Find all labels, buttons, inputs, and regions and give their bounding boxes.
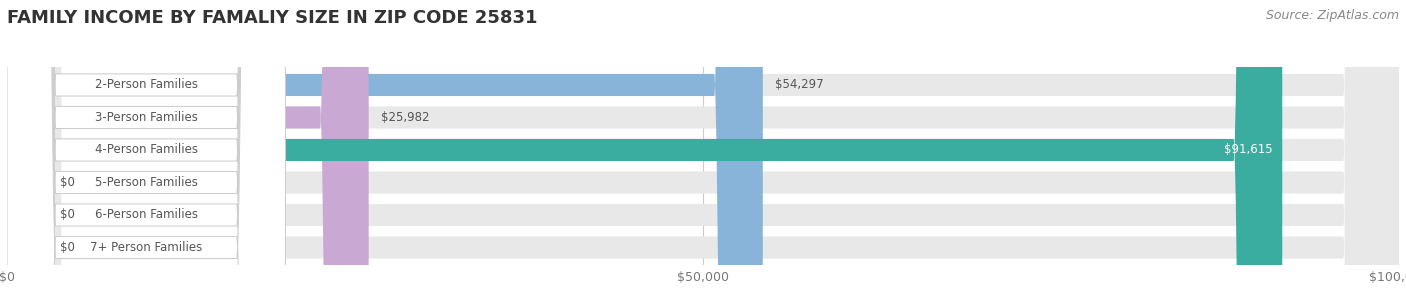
Text: $0: $0: [60, 209, 75, 221]
Text: $54,297: $54,297: [775, 78, 824, 92]
Text: 2-Person Families: 2-Person Families: [94, 78, 198, 92]
FancyBboxPatch shape: [7, 0, 1399, 305]
FancyBboxPatch shape: [7, 0, 285, 305]
Text: 3-Person Families: 3-Person Families: [94, 111, 198, 124]
Text: $91,615: $91,615: [1223, 143, 1272, 156]
FancyBboxPatch shape: [7, 0, 285, 305]
FancyBboxPatch shape: [7, 0, 285, 305]
FancyBboxPatch shape: [7, 0, 285, 305]
FancyBboxPatch shape: [7, 0, 368, 305]
FancyBboxPatch shape: [7, 0, 763, 305]
Text: Source: ZipAtlas.com: Source: ZipAtlas.com: [1265, 9, 1399, 22]
FancyBboxPatch shape: [7, 0, 42, 305]
FancyBboxPatch shape: [7, 0, 1282, 305]
FancyBboxPatch shape: [7, 0, 42, 305]
Text: 7+ Person Families: 7+ Person Families: [90, 241, 202, 254]
Text: 6-Person Families: 6-Person Families: [94, 209, 198, 221]
Text: 4-Person Families: 4-Person Families: [94, 143, 198, 156]
FancyBboxPatch shape: [7, 0, 1399, 305]
FancyBboxPatch shape: [7, 0, 285, 305]
FancyBboxPatch shape: [7, 0, 42, 305]
FancyBboxPatch shape: [7, 0, 1399, 305]
Text: FAMILY INCOME BY FAMALIY SIZE IN ZIP CODE 25831: FAMILY INCOME BY FAMALIY SIZE IN ZIP COD…: [7, 9, 537, 27]
FancyBboxPatch shape: [7, 0, 285, 305]
Text: $0: $0: [60, 176, 75, 189]
FancyBboxPatch shape: [7, 0, 1399, 305]
Text: 5-Person Families: 5-Person Families: [94, 176, 198, 189]
FancyBboxPatch shape: [7, 0, 1399, 305]
Text: $25,982: $25,982: [381, 111, 430, 124]
Text: $0: $0: [60, 241, 75, 254]
FancyBboxPatch shape: [7, 0, 1399, 305]
